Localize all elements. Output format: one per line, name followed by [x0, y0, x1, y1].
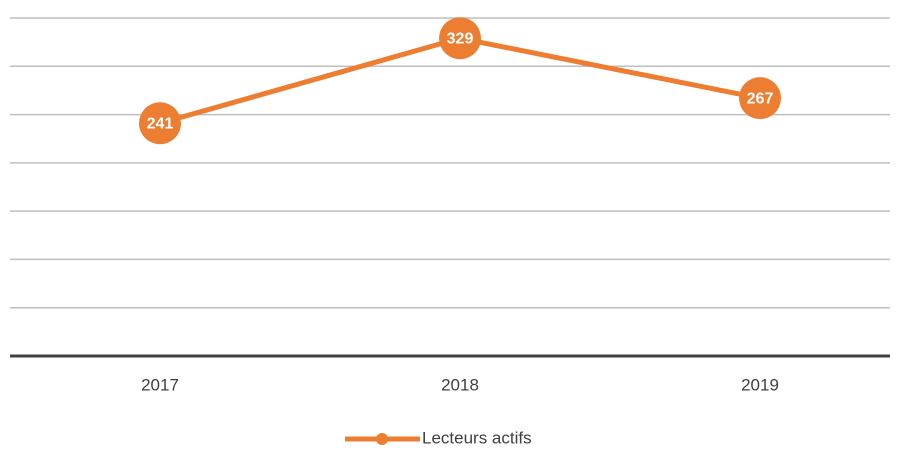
legend-label: Lecteurs actifs: [422, 428, 532, 447]
data-label: 329: [447, 30, 474, 47]
x-tick-label: 2018: [441, 375, 479, 394]
point-marker: [139, 102, 181, 145]
legend-marker: [376, 433, 388, 445]
data-label: 241: [147, 115, 174, 132]
point-marker: [739, 77, 781, 120]
x-tick-label: 2017: [141, 375, 179, 394]
data-label: 267: [747, 90, 774, 107]
point-marker: [439, 17, 481, 60]
x-tick-label: 2019: [741, 375, 779, 394]
